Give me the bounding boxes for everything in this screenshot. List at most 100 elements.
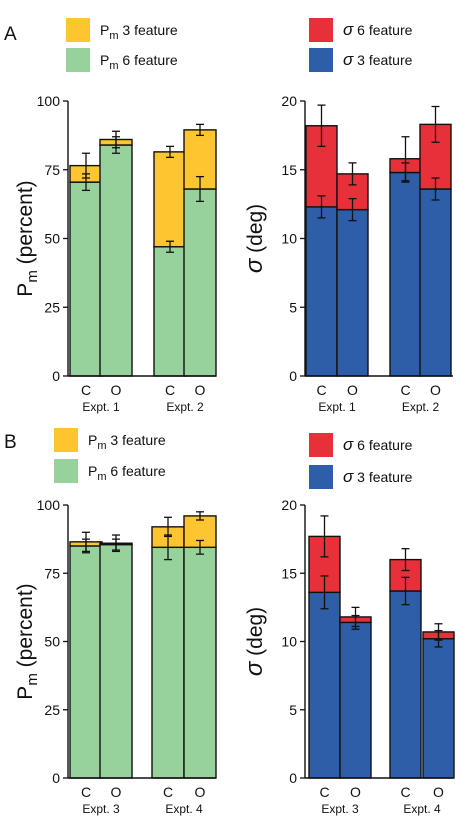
x-tick-label: O — [195, 784, 206, 800]
legend-label-rest: 6 feature — [119, 52, 178, 68]
panel-label-a: A — [4, 24, 17, 45]
bar-pm3 — [153, 151, 187, 248]
x-tick-label: C — [165, 382, 175, 398]
y-axis-label-rest: (percent) — [14, 180, 37, 270]
bar-sig3 — [422, 638, 455, 779]
x-tick-label: C — [400, 382, 410, 398]
y-axis-label-sub: m — [24, 270, 41, 283]
legend-swatch — [54, 428, 78, 452]
bar-pm6 — [183, 188, 217, 377]
y-tick-label: 15 — [281, 565, 297, 581]
x-tick-label: C — [81, 382, 91, 398]
legend-label-rest: 3 feature — [353, 469, 412, 485]
y-tick-label: 100 — [37, 497, 61, 513]
legend-label: σ 6 feature — [343, 435, 413, 454]
y-tick-label: 0 — [289, 770, 297, 786]
bar-pm6 — [99, 543, 133, 779]
legend-label: Pm 6 feature — [88, 463, 166, 483]
y-tick-label: 25 — [44, 299, 60, 315]
legend-label-main: σ — [343, 467, 354, 486]
legend-label-rest: 6 feature — [353, 437, 412, 453]
x-tick-label: O — [195, 382, 206, 398]
y-tick-label: 10 — [281, 231, 297, 247]
bar-pm6 — [183, 546, 217, 779]
x-tick-label: C — [319, 784, 329, 800]
y-axis-label-sub: m — [24, 673, 41, 686]
legend-swatch — [66, 48, 90, 72]
bar-pm6 — [69, 545, 103, 779]
legend-label: σ 6 feature — [343, 20, 413, 39]
legend-swatch — [309, 465, 333, 489]
y-tick-label: 5 — [289, 702, 297, 718]
legend-label-main: σ — [343, 20, 354, 39]
y-axis-label-rest: (deg) — [244, 204, 267, 259]
x-tick-label: C — [400, 784, 410, 800]
legend-label-rest: 3 feature — [107, 432, 166, 448]
y-tick-label: 20 — [281, 497, 297, 513]
x-tick-label: C — [81, 784, 91, 800]
y-axis-label-main: σ — [241, 257, 268, 273]
x-tick-label: O — [111, 382, 122, 398]
legend-swatch — [309, 18, 333, 42]
x-tick-label: O — [350, 784, 361, 800]
y-tick-label: 50 — [44, 634, 60, 650]
y-tick-label: 25 — [44, 702, 60, 718]
legend-label-sub: m — [109, 30, 118, 42]
y-tick-label: 100 — [37, 93, 61, 109]
legend-swatch — [309, 433, 333, 457]
y-tick-label: 0 — [289, 368, 297, 384]
bar-sig3 — [336, 208, 369, 377]
legend-label-sub: m — [97, 471, 106, 483]
bar-sig3 — [305, 206, 338, 377]
y-tick-label: 75 — [44, 162, 60, 178]
legend-label-main: P — [100, 52, 109, 68]
y-tick-label: 10 — [281, 634, 297, 650]
bar-pm6 — [151, 546, 185, 779]
legend-label-rest: 3 feature — [119, 22, 178, 38]
bar-sig3 — [389, 171, 422, 377]
x-tick-label: C — [163, 784, 173, 800]
x-tick-label: O — [433, 784, 444, 800]
bar-sig3 — [419, 188, 452, 377]
bar-pm6 — [99, 144, 133, 377]
legend-label: Pm 6 feature — [100, 52, 178, 72]
legend-label-rest: 3 feature — [353, 52, 412, 68]
legend-label-sub: m — [97, 440, 106, 452]
panel-label-b: B — [4, 432, 17, 453]
legend-swatch — [66, 18, 90, 42]
group-label: Expt. 4 — [403, 802, 441, 816]
legend-label-rest: 6 feature — [353, 22, 412, 38]
bar-sig3 — [339, 621, 372, 779]
legend-swatch — [309, 48, 333, 72]
charts-layer: Pm 3 feature Pm 6 feature C O C O Expt. 1 Expt.… — [14, 18, 455, 816]
legend-label-main: P — [88, 463, 97, 479]
legend-label: σ 3 feature — [343, 467, 413, 486]
group-label: Expt. 1 — [82, 400, 120, 414]
group-label: Expt. 2 — [402, 400, 440, 414]
legend-label-main: P — [100, 22, 109, 38]
legend-label-main: σ — [343, 50, 354, 69]
y-tick-label: 20 — [281, 93, 297, 109]
y-tick-label: 50 — [44, 231, 60, 247]
legend-swatch — [54, 459, 78, 483]
group-label: Expt. 4 — [165, 802, 203, 816]
legend-label-main: P — [88, 432, 97, 448]
x-tick-label: O — [111, 784, 122, 800]
legend-label-main: σ — [343, 435, 354, 454]
legend-label-sub: m — [109, 60, 118, 72]
x-tick-label: C — [316, 382, 326, 398]
y-axis-label: σ (deg) — [241, 607, 268, 676]
bar-pm6 — [69, 181, 103, 377]
legend-label-rest: 6 feature — [107, 463, 166, 479]
y-axis-label-rest: (percent) — [14, 583, 37, 673]
y-tick-label: 15 — [281, 162, 297, 178]
y-axis-label: Pm (percent) — [14, 180, 41, 296]
bar-pm6 — [153, 246, 187, 377]
y-axis-label-main: σ — [241, 660, 268, 676]
y-axis-label-rest: (deg) — [244, 607, 267, 662]
y-axis-label: σ (deg) — [241, 204, 268, 273]
